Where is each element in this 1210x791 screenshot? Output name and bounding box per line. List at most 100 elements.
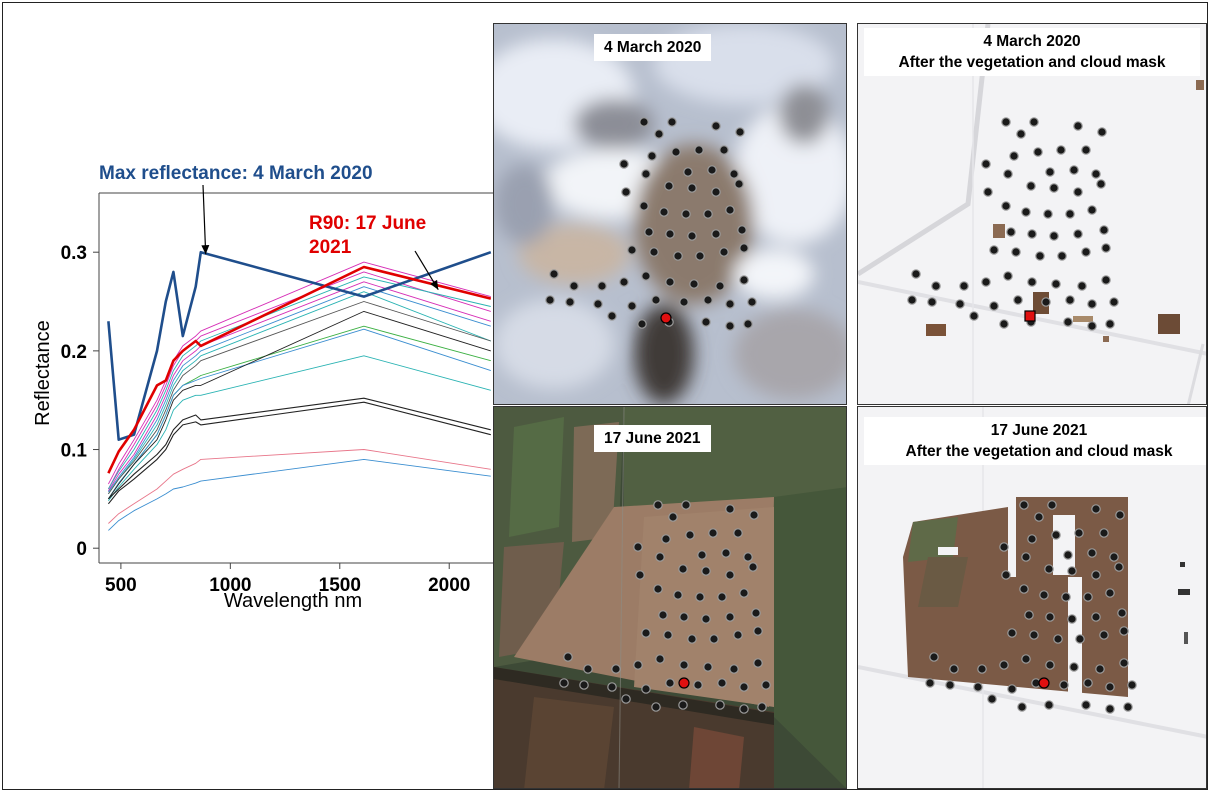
series-layer — [107, 250, 492, 531]
sample-point — [1081, 145, 1091, 155]
sample-point — [1074, 528, 1084, 538]
sample-point — [559, 678, 569, 688]
sample-point — [981, 277, 991, 287]
series-line — [108, 301, 491, 495]
sample-point — [678, 564, 688, 574]
sample-point — [929, 652, 939, 662]
sample-point — [1063, 550, 1073, 560]
sample-point — [655, 552, 665, 562]
sample-point — [1105, 682, 1115, 692]
sample-point — [1006, 227, 1016, 237]
sample-point — [753, 658, 763, 668]
sample-point — [678, 700, 688, 710]
annotation-max-label: Max reflectance: 4 March 2020 — [99, 163, 373, 184]
sample-point — [1101, 275, 1111, 285]
sample-point — [927, 297, 937, 307]
sample-point — [719, 145, 729, 155]
sample-point — [1061, 592, 1071, 602]
sample-point — [701, 317, 711, 327]
sample-point — [1021, 552, 1031, 562]
sample-point — [721, 548, 731, 558]
sample-point — [611, 664, 621, 674]
sample-point — [633, 660, 643, 670]
sample-point — [697, 550, 707, 560]
sample-point — [989, 245, 999, 255]
sample-point — [1091, 169, 1101, 179]
sample-point — [681, 209, 691, 219]
sample-point — [1087, 205, 1097, 215]
sample-point — [907, 295, 917, 305]
sample-point — [1049, 231, 1059, 241]
masked-panel-clear: 17 June 2021 After the vegetation and cl… — [857, 406, 1207, 789]
sample-point — [649, 247, 659, 257]
sample-point — [725, 205, 735, 215]
sample-point — [641, 628, 651, 638]
sample-point — [1097, 127, 1107, 137]
sample-point — [999, 660, 1009, 670]
sample-point — [1109, 297, 1119, 307]
y-tick-label: 0.3 — [61, 243, 87, 264]
sample-point — [639, 117, 649, 127]
caption-line-1: 17 June 2021 — [990, 422, 1088, 439]
sample-point — [1043, 209, 1053, 219]
sample-point — [1067, 614, 1077, 624]
sample-point — [1047, 500, 1057, 510]
sample-point — [1087, 548, 1097, 558]
sample-point — [1127, 680, 1137, 690]
sample-point — [1045, 660, 1055, 670]
sample-point — [1009, 151, 1019, 161]
annotation-max-arrowhead — [201, 245, 210, 255]
sample-point — [711, 187, 721, 197]
annotation-r90-line: 2021 — [309, 237, 352, 258]
sample-point — [1067, 566, 1077, 576]
sample-point — [607, 311, 617, 321]
annotation-r90-line: R90: 17 June — [309, 213, 426, 234]
annotation-max-arrow — [202, 184, 207, 255]
sample-point — [717, 592, 727, 602]
sample-point — [707, 165, 717, 175]
sample-point — [739, 275, 749, 285]
sample-point — [1105, 704, 1115, 714]
sample-point — [1099, 528, 1109, 538]
sample-point — [949, 664, 959, 674]
caption-line-2: After the vegetation and cloud mask — [905, 443, 1173, 460]
x-axis-label: Wavelength nm — [224, 590, 362, 612]
caption-line-1: 4 March 2020 — [604, 39, 702, 56]
sample-point — [711, 229, 721, 239]
sample-point — [679, 612, 689, 622]
sample-point — [1095, 664, 1105, 674]
sample-point — [1073, 229, 1083, 239]
sample-point — [1017, 702, 1027, 712]
sample-point — [1083, 678, 1093, 688]
sample-point — [687, 183, 697, 193]
sample-point — [1087, 321, 1097, 331]
sample-point — [701, 614, 711, 624]
reference-point — [1024, 310, 1036, 322]
sample-point — [661, 534, 671, 544]
sample-point — [715, 281, 725, 291]
sample-point — [651, 295, 661, 305]
cloudy-image — [494, 24, 846, 404]
sample-point — [1051, 530, 1061, 540]
sample-point — [1091, 504, 1101, 514]
panel-caption: 17 June 2021 After the vegetation and cl… — [864, 417, 1206, 465]
sample-point — [1019, 584, 1029, 594]
sample-point — [644, 227, 654, 237]
sample-point — [725, 299, 735, 309]
sample-point — [647, 151, 657, 161]
sample-point — [733, 630, 743, 640]
sample-point — [679, 660, 689, 670]
sample-point — [593, 299, 603, 309]
sample-point — [1105, 319, 1115, 329]
sample-point — [1091, 570, 1101, 580]
sample-point — [695, 251, 705, 261]
sample-point — [1003, 169, 1013, 179]
reference-point — [660, 312, 672, 324]
reference-point — [678, 677, 690, 689]
sample-point — [1053, 634, 1063, 644]
sample-point — [654, 129, 664, 139]
sample-point — [747, 297, 757, 307]
sample-point — [733, 528, 743, 538]
